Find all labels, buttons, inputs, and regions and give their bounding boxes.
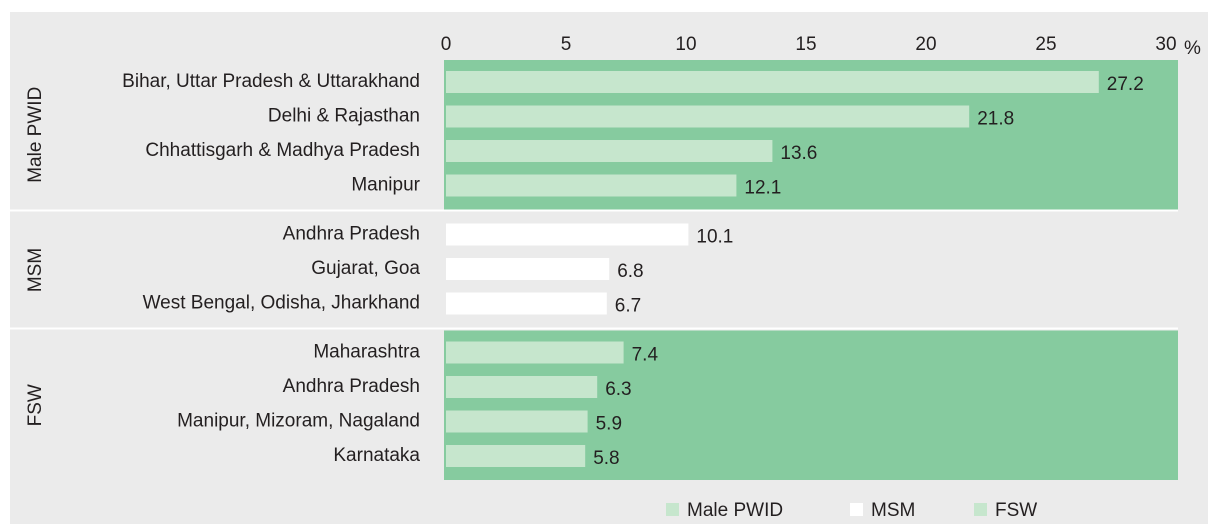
category-label: Gujarat, Goa bbox=[311, 258, 420, 279]
category-label: Delhi & Rajasthan bbox=[268, 106, 420, 127]
x-tick-label: 0 bbox=[441, 34, 452, 55]
bar bbox=[446, 376, 598, 398]
bar bbox=[446, 71, 1099, 93]
category-label: Chhattisgarh & Madhya Pradesh bbox=[145, 140, 420, 161]
x-tick-label: 30 bbox=[1155, 34, 1176, 55]
category-label: Bihar, Uttar Pradesh & Uttarakhand bbox=[122, 71, 420, 92]
unit-label: % bbox=[1184, 38, 1201, 59]
category-label: Manipur, Mizoram, Nagaland bbox=[177, 411, 420, 432]
category-label: Maharashtra bbox=[313, 342, 420, 363]
bar bbox=[446, 341, 624, 364]
x-tick-label: 20 bbox=[915, 34, 936, 55]
value-label: 5.9 bbox=[596, 414, 622, 435]
x-tick-label: 15 bbox=[795, 34, 816, 55]
bar bbox=[446, 445, 586, 467]
x-tick-label: 5 bbox=[561, 34, 572, 55]
value-label: 13.6 bbox=[780, 143, 817, 164]
legend-swatch bbox=[850, 503, 863, 516]
bar bbox=[446, 174, 737, 197]
separator bbox=[10, 327, 1178, 330]
bar bbox=[446, 105, 970, 128]
separator bbox=[10, 209, 1178, 212]
value-label: 21.8 bbox=[977, 109, 1014, 130]
bar bbox=[446, 140, 773, 162]
bar bbox=[446, 292, 607, 315]
value-label: 10.1 bbox=[696, 227, 733, 248]
value-label: 27.2 bbox=[1107, 74, 1144, 95]
category-label: Karnataka bbox=[333, 445, 420, 466]
value-label: 12.1 bbox=[744, 178, 781, 199]
bar bbox=[446, 223, 689, 246]
x-tick-label: 10 bbox=[675, 34, 696, 55]
category-label: Manipur bbox=[351, 175, 420, 196]
legend-label: Male PWID bbox=[687, 500, 783, 521]
category-label: West Bengal, Odisha, Jharkhand bbox=[143, 293, 420, 314]
value-label: 7.4 bbox=[632, 345, 659, 366]
value-label: 5.8 bbox=[593, 448, 619, 469]
legend-label: MSM bbox=[871, 500, 915, 521]
x-tick-label: 25 bbox=[1035, 34, 1056, 55]
value-label: 6.8 bbox=[617, 261, 643, 282]
category-label: Andhra Pradesh bbox=[283, 376, 420, 397]
group-label: FSW bbox=[25, 384, 46, 426]
value-label: 6.7 bbox=[615, 296, 641, 317]
group-label: MSM bbox=[25, 248, 46, 292]
legend-swatch bbox=[974, 503, 987, 516]
category-label: Andhra Pradesh bbox=[283, 224, 420, 245]
value-label: 6.3 bbox=[605, 379, 631, 400]
legend-swatch bbox=[666, 503, 679, 516]
legend-label: FSW bbox=[995, 500, 1037, 521]
bar bbox=[446, 258, 610, 280]
bar bbox=[446, 410, 588, 433]
group-label: Male PWID bbox=[25, 87, 46, 183]
